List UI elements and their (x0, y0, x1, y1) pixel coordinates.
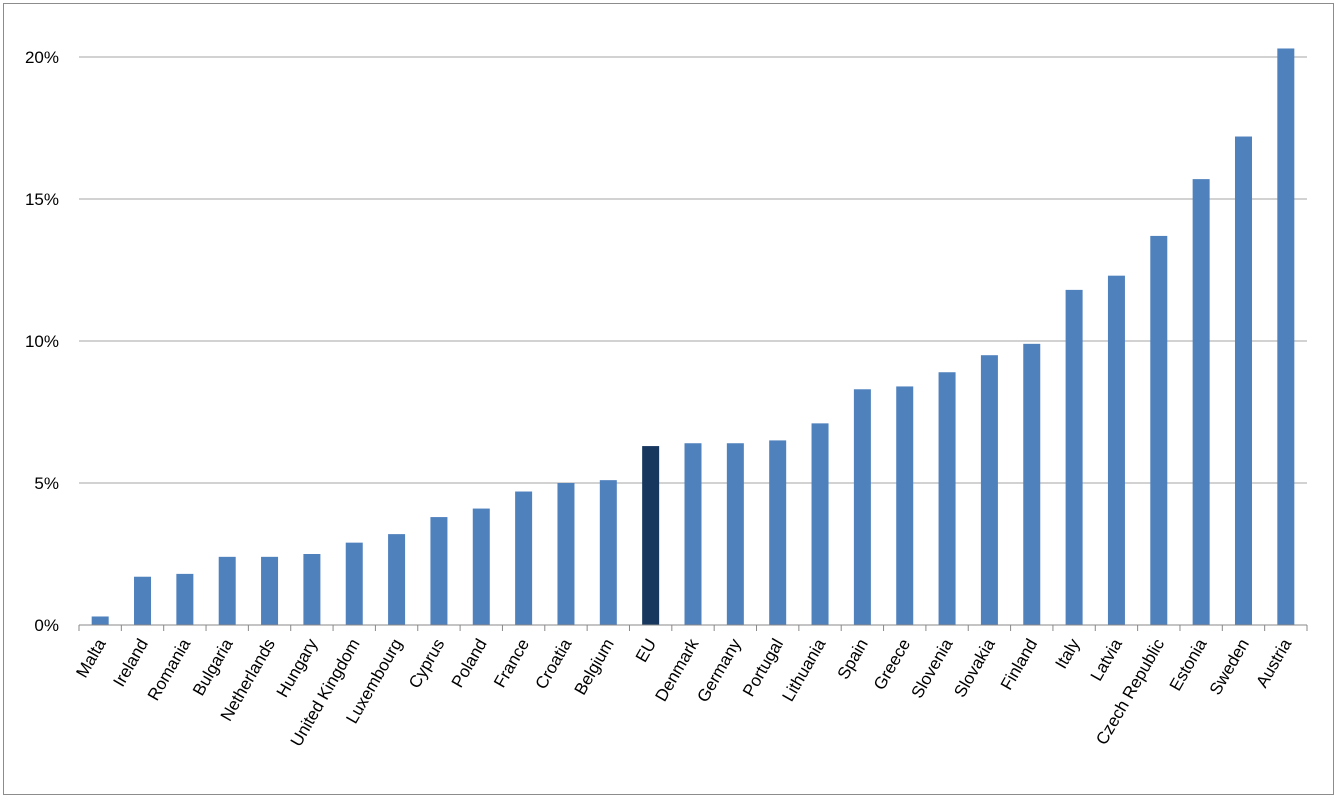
x-tick-label: Greece (870, 636, 914, 694)
x-tick-label: Cyprus (405, 636, 448, 692)
bar-germany (726, 443, 744, 625)
bar-italy (1065, 289, 1083, 625)
x-tick-label: Latvia (1087, 635, 1126, 684)
bar-slovenia (938, 372, 956, 625)
x-tick-label: Finland (997, 636, 1041, 694)
bar-united-kingdom (345, 542, 363, 625)
x-tick-label: Spain (834, 636, 872, 683)
x-tick-label: Portugal (739, 636, 787, 700)
bar-greece (896, 386, 914, 625)
x-tick-label: Malta (72, 635, 110, 681)
bar-austria (1277, 48, 1295, 626)
bar-portugal (769, 440, 787, 625)
x-tick-label: Ireland (110, 636, 152, 691)
y-tick-label: 5% (34, 474, 59, 493)
bar-eu (642, 446, 660, 625)
bar-sweden (1234, 136, 1252, 625)
bar-ireland (134, 576, 152, 625)
x-tick-label: EU (632, 636, 660, 666)
bar-denmark (684, 443, 702, 625)
bar-spain (853, 389, 871, 625)
y-tick-label: 15% (25, 190, 59, 209)
bar-luxembourg (388, 534, 406, 625)
bar-slovakia (980, 355, 998, 625)
bar-cyprus (430, 517, 448, 625)
x-axis (78, 624, 1308, 631)
bar-croatia (557, 483, 575, 625)
y-tick-label: 20% (25, 48, 59, 67)
x-tick-label: Poland (448, 636, 491, 691)
bar-latvia (1107, 275, 1125, 625)
bar-poland (472, 508, 490, 625)
x-tick-label: Bulgaria (189, 635, 237, 699)
x-tick-label: Croatia (532, 635, 576, 692)
x-tick-label: Austria (1252, 635, 1295, 691)
y-tick-labels: 0% 5% 10% 15% 20% (25, 48, 59, 635)
bar-lithuania (811, 423, 829, 625)
bar-finland (1023, 343, 1041, 625)
bar-estonia (1192, 179, 1210, 625)
x-tick-label: Belgium (571, 636, 618, 699)
bar-romania (176, 573, 194, 625)
bar-netherlands (261, 556, 279, 625)
x-tick-labels: Malta IrelandRomaniaBulgariaNetherlandsHu… (72, 635, 1295, 750)
y-tick-label: 0% (34, 616, 59, 635)
x-tick-label: France (490, 636, 533, 691)
x-tick-label: Italy (1052, 635, 1084, 672)
x-tick-label: Estonia (1166, 635, 1211, 694)
bar-belgium (599, 480, 617, 625)
bar-hungary (303, 554, 321, 625)
bar-malta (91, 616, 109, 625)
bar-czech-republic (1150, 235, 1168, 626)
x-tick-label: Slovakia (950, 635, 999, 701)
bars (91, 48, 1295, 626)
bar-france (515, 491, 533, 625)
x-tick-label: Sweden (1206, 636, 1253, 699)
y-tick-label: 10% (25, 332, 59, 351)
bar-bulgaria (218, 556, 236, 625)
